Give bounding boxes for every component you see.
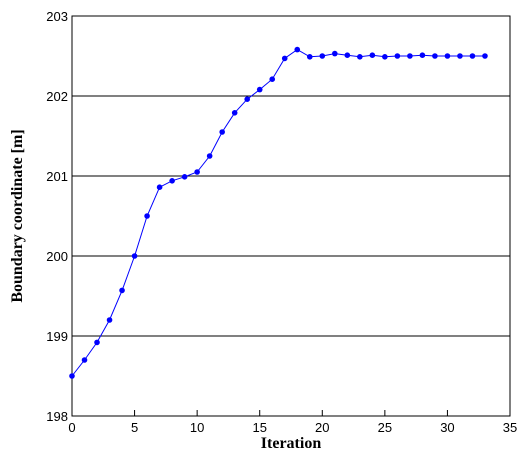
x-tick-labels: 0 5 10 15 20 25 30 35: [68, 420, 517, 435]
x-tick-label: 15: [252, 420, 266, 435]
data-point: [269, 76, 276, 82]
data-point: [357, 54, 363, 60]
horizontal-gridlines: [72, 95, 510, 337]
data-point: [457, 53, 463, 59]
data-point: [119, 287, 125, 294]
data-point: [169, 178, 175, 184]
data-point: [332, 50, 338, 57]
y-tick-label: 200: [46, 249, 68, 264]
data-point: [69, 373, 75, 379]
data-point: [231, 110, 238, 116]
y-tick-label: 201: [46, 169, 68, 184]
data-point: [407, 53, 413, 59]
plot-frame: [71, 15, 511, 417]
data-point: [206, 153, 213, 159]
data-point: [94, 339, 100, 346]
x-tick-label: 25: [378, 420, 392, 435]
x-tick-label: 5: [131, 420, 138, 435]
data-point: [344, 52, 351, 58]
data-point: [432, 53, 438, 59]
data-point: [156, 184, 163, 190]
x-axis-title: Iteration: [261, 435, 322, 452]
y-tick-labels: 198 199 200 201 202 203: [46, 9, 68, 424]
data-point: [444, 53, 451, 59]
data-point: [144, 213, 150, 219]
y-tick-label: 198: [46, 409, 68, 424]
data-point: [181, 174, 188, 180]
data-point: [131, 253, 138, 259]
series-group: [69, 46, 488, 379]
data-point: [294, 46, 301, 53]
x-tick-label: 20: [315, 420, 329, 435]
data-point: [482, 53, 488, 59]
series-line: [71, 49, 485, 377]
data-point: [306, 54, 313, 60]
data-point: [419, 52, 426, 58]
data-point: [219, 129, 225, 135]
x-tick-label: 30: [440, 420, 454, 435]
x-tick-label: 10: [190, 420, 204, 435]
data-point: [81, 357, 88, 363]
data-point: [256, 86, 263, 93]
data-point: [106, 317, 113, 323]
x-tick-label: 35: [503, 420, 517, 435]
data-point: [194, 169, 200, 175]
data-point: [244, 96, 250, 102]
y-axis-title: Boundary coordinate [m]: [9, 129, 26, 302]
data-point: [281, 55, 288, 62]
data-point: [394, 53, 401, 59]
x-tick-label: 0: [68, 420, 75, 435]
data-point: [369, 52, 376, 58]
data-point: [319, 53, 326, 59]
data-point: [469, 53, 476, 59]
axis-ticks: [71, 15, 511, 417]
y-tick-label: 203: [46, 9, 68, 24]
data-point: [382, 54, 388, 60]
y-tick-label: 199: [46, 329, 68, 344]
y-tick-label: 202: [46, 89, 68, 104]
